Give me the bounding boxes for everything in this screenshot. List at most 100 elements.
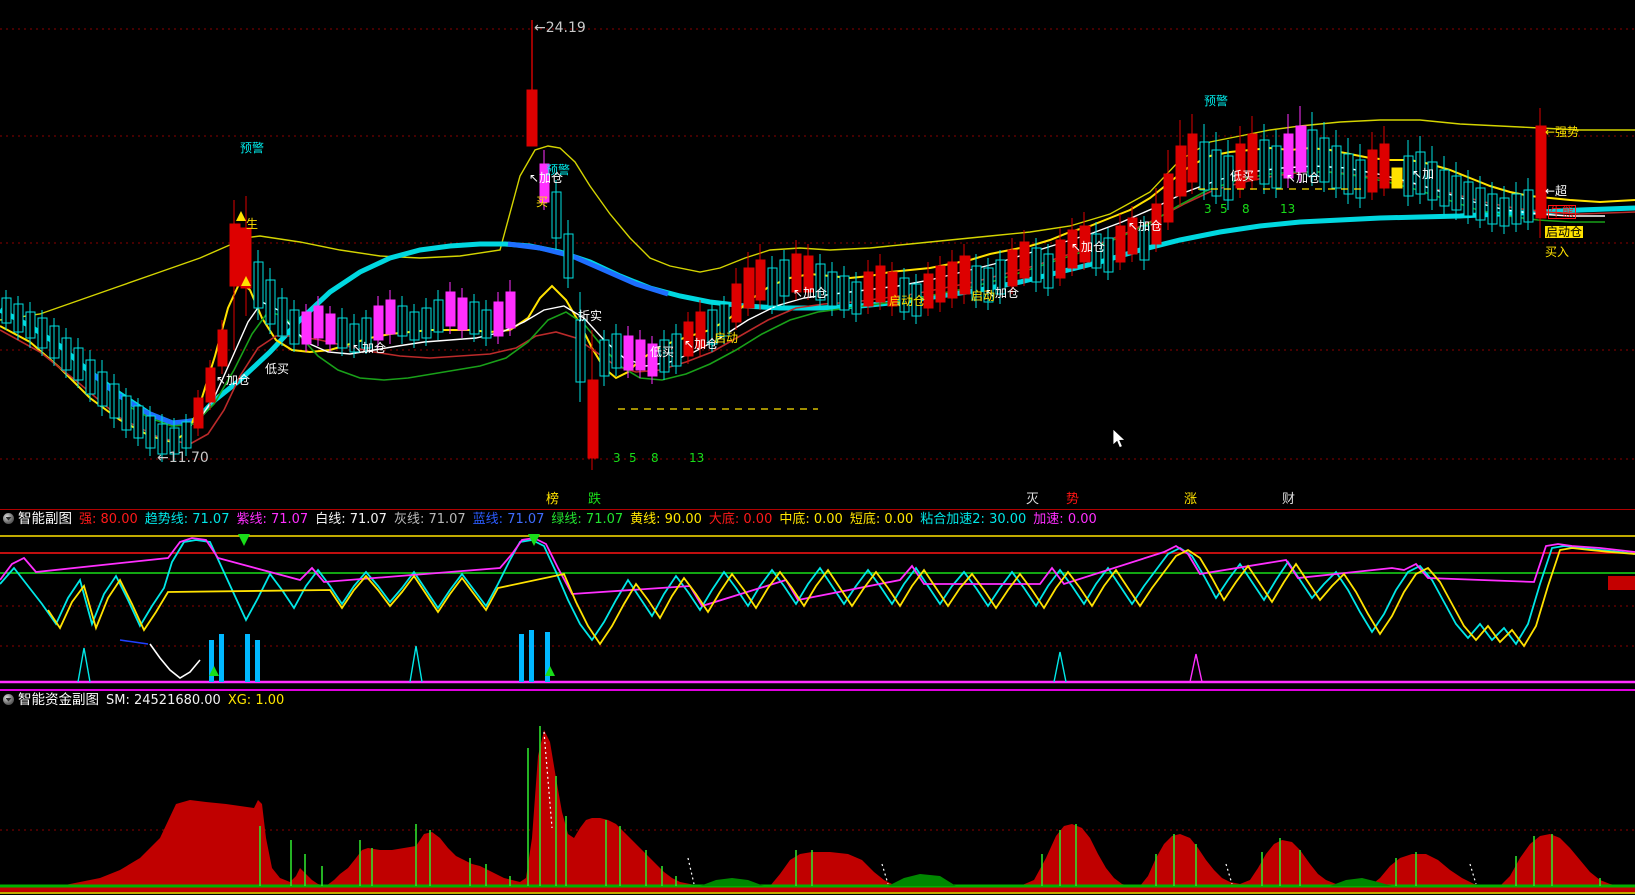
indicator-item[interactable]: XG: 1.00 [228,693,284,708]
white-line [195,165,1605,425]
sub1-down-arrows [238,534,540,546]
indicator-item[interactable]: 加速: 0.00 [1033,512,1096,527]
indicator-label: 趋势线: [144,512,193,527]
chart-annotation: 启动 [714,331,739,345]
indicator-value: 71.07 [507,512,545,527]
indicator-value: 30.00 [989,512,1027,527]
right-edge-label: 牛熊 [1548,205,1577,219]
sub2-indicator-header[interactable]: 智能资金副图 SM: 24521680.00 XG: 1.00 [0,689,1635,710]
chart-annotation: 折实 [578,309,603,323]
indicator-item[interactable]: 中底: 0.00 [779,512,842,527]
fib-counter: 8 [651,451,659,465]
chart-annotation: ↖加仓 [1071,240,1106,254]
buy-arrow-markers [236,211,251,286]
sub1-up-arrows [209,666,555,676]
indicator-item[interactable]: 绿线: 71.07 [551,512,623,527]
chart-annotation: 买 [536,195,549,209]
indicator-value: 0.00 [1067,512,1097,527]
chart-annotation: ↖加 [1412,167,1435,181]
fib-counter: 5 [1220,202,1228,216]
blue-line-segment-2 [507,241,669,297]
capital-white-dots [543,731,1477,885]
indicator-item[interactable]: 粘合加速2: 30.00 [920,512,1026,527]
watermark-glyph: 势 [1066,492,1080,505]
indicator-value: 71.07 [270,512,309,527]
chart-annotation: 低买 [650,345,675,359]
price-high-label: ←24.19 [534,20,586,36]
indicator-value: 71.07 [349,512,387,527]
indicator-label: 大底: [708,512,744,527]
chart-annotation: 启动仓 [889,294,926,308]
chart-annotation: 生 [246,217,259,231]
main-price-chart[interactable]: ←24.19 ←11.70 3 5 8 13 3 5 8 13 预警生 ↖加仓 低买 ↖加仓 预警 ↖… [0,0,1635,505]
indicator-value: 1.00 [255,693,285,708]
fib-counter: 3 [1204,202,1212,216]
indicator-item[interactable]: 紫线: 71.07 [236,512,308,527]
indicator-label: 强: [79,512,101,527]
indicator-label: 绿线: [551,512,586,527]
indicator-label: 紫线: [236,512,271,527]
indicator-value: 0.00 [813,512,843,527]
indicator-value: 90.00 [664,512,702,527]
candlestick-series [1,20,1547,470]
strong-trend-line [0,119,1635,321]
fib-counter: 3 [613,451,621,465]
indicator-item[interactable]: 强: 80.00 [79,512,138,527]
sub1-oscillator-chart[interactable]: 强 短底短底短底短底短底中底短底风险仓风险仓短底短底短底短底短底短底短底 [0,528,1635,690]
indicator-item[interactable]: 白线: 71.07 [315,512,387,527]
capital-area-red [0,730,1635,892]
watermark-glyph: 灭 [1026,492,1040,505]
indicator-label: XG: [227,693,256,708]
right-edge-label: ←超 [1545,184,1568,198]
indicator-value: 71.07 [585,512,624,527]
chart-annotation: 启动 [971,289,996,303]
indicator-item[interactable]: 蓝线: 71.07 [473,512,545,527]
right-edge-label: ←强势 [1545,125,1580,139]
sub1-indicator-header[interactable]: 智能副图 强: 80.00 趋势线: 71.07 紫线: 71.07 白线: 71.07… [0,509,1635,529]
fib-counter: 13 [1280,202,1296,216]
collapse-toggle-icon-2[interactable] [3,694,14,705]
indicator-label: 白线: [315,512,350,527]
chart-annotation: ↖加仓 [1286,171,1321,185]
indicator-item[interactable]: 灰线: 71.07 [394,512,466,527]
indicator-item[interactable]: 大底: 0.00 [709,512,772,527]
fib-counter: 13 [689,451,705,465]
sub1-chart-svg [0,534,1635,684]
indicator-label: SM: [106,693,134,708]
indicator-label: 中底: [779,512,814,527]
indicator-value: 71.07 [428,512,466,527]
chart-annotation: 低买 [1230,169,1255,183]
chart-annotation: ↖加仓 [352,341,387,355]
indicator-label: 灰线: [393,512,429,527]
indicator-item[interactable]: 短底: 0.00 [850,512,913,527]
sub2-capital-flow-chart[interactable]: 异动异动异动异动异动异动异动异动异动异动异动异动异动异动异动异动异动异动异动异动… [0,708,1635,895]
sub1-right-tag-bg [1608,576,1635,590]
indicator-value: 80.00 [100,512,138,527]
indicator-label: 粘合加速2: [920,512,990,527]
fib-counter: 8 [1242,202,1250,216]
chart-annotation: 预警 [1204,94,1229,108]
indicator-label: 短底: [849,512,885,527]
main-chart-svg [0,20,1635,470]
oscillator-magenta [0,537,1635,608]
sub1-white-line [149,643,201,679]
sub2-chart-svg [0,726,1635,894]
collapse-toggle-icon[interactable] [3,513,14,524]
watermark-glyph: 财 [1282,492,1296,505]
chart-annotation: ↖加仓 [529,171,564,185]
right-edge-label: 启动仓 [1545,225,1584,239]
oscillator-yellow [47,547,1635,648]
watermark-glyph: 跌 [588,492,602,505]
indicator-item[interactable]: 趋势线: 71.07 [145,512,230,527]
indicator-item[interactable]: 黄线: 90.00 [630,512,702,527]
price-low-label: ←11.70 [157,450,209,466]
indicator-value: 24521680.00 [133,693,221,708]
indicator-value: 0.00 [884,512,914,527]
right-edge-label: 买入 [1545,245,1570,259]
sub1-spike-bars [209,630,550,682]
indicator-item[interactable]: SM: 24521680.00 [106,693,221,708]
chart-annotation: ↖加仓 [684,337,719,351]
chart-annotation: ↖加仓 [216,373,251,387]
price-gridlines [0,28,1635,460]
chart-annotation: 预警 [240,141,265,155]
